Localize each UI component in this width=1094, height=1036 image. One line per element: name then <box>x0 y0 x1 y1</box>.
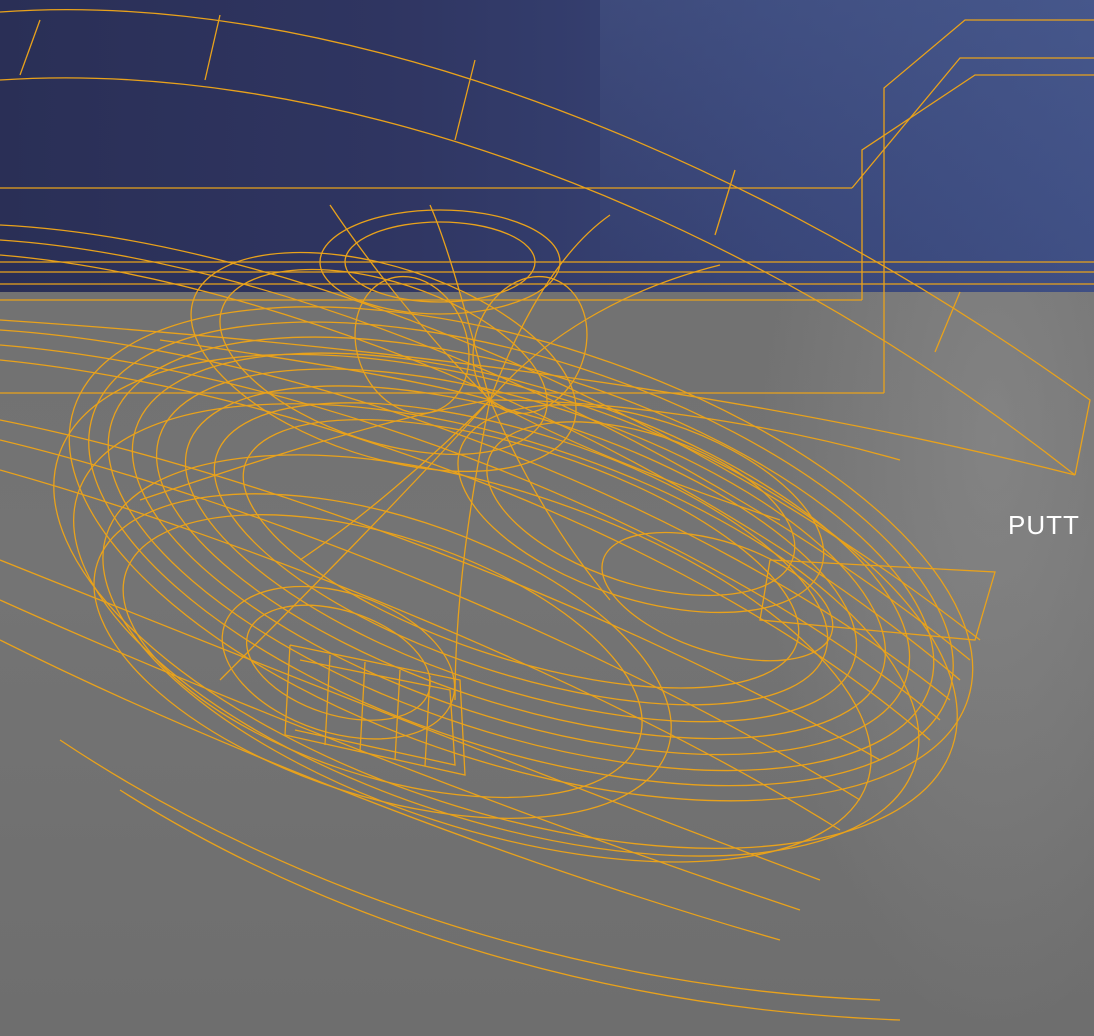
putter-head-wireframe <box>53 251 974 863</box>
cutout-wireframe <box>284 559 996 776</box>
sweep-strands <box>0 224 981 1021</box>
upper-blue-band <box>0 0 1094 292</box>
background-haze <box>760 292 1094 1036</box>
hub-wireframe <box>139 204 901 701</box>
caption-text: PUTT <box>1008 510 1080 540</box>
